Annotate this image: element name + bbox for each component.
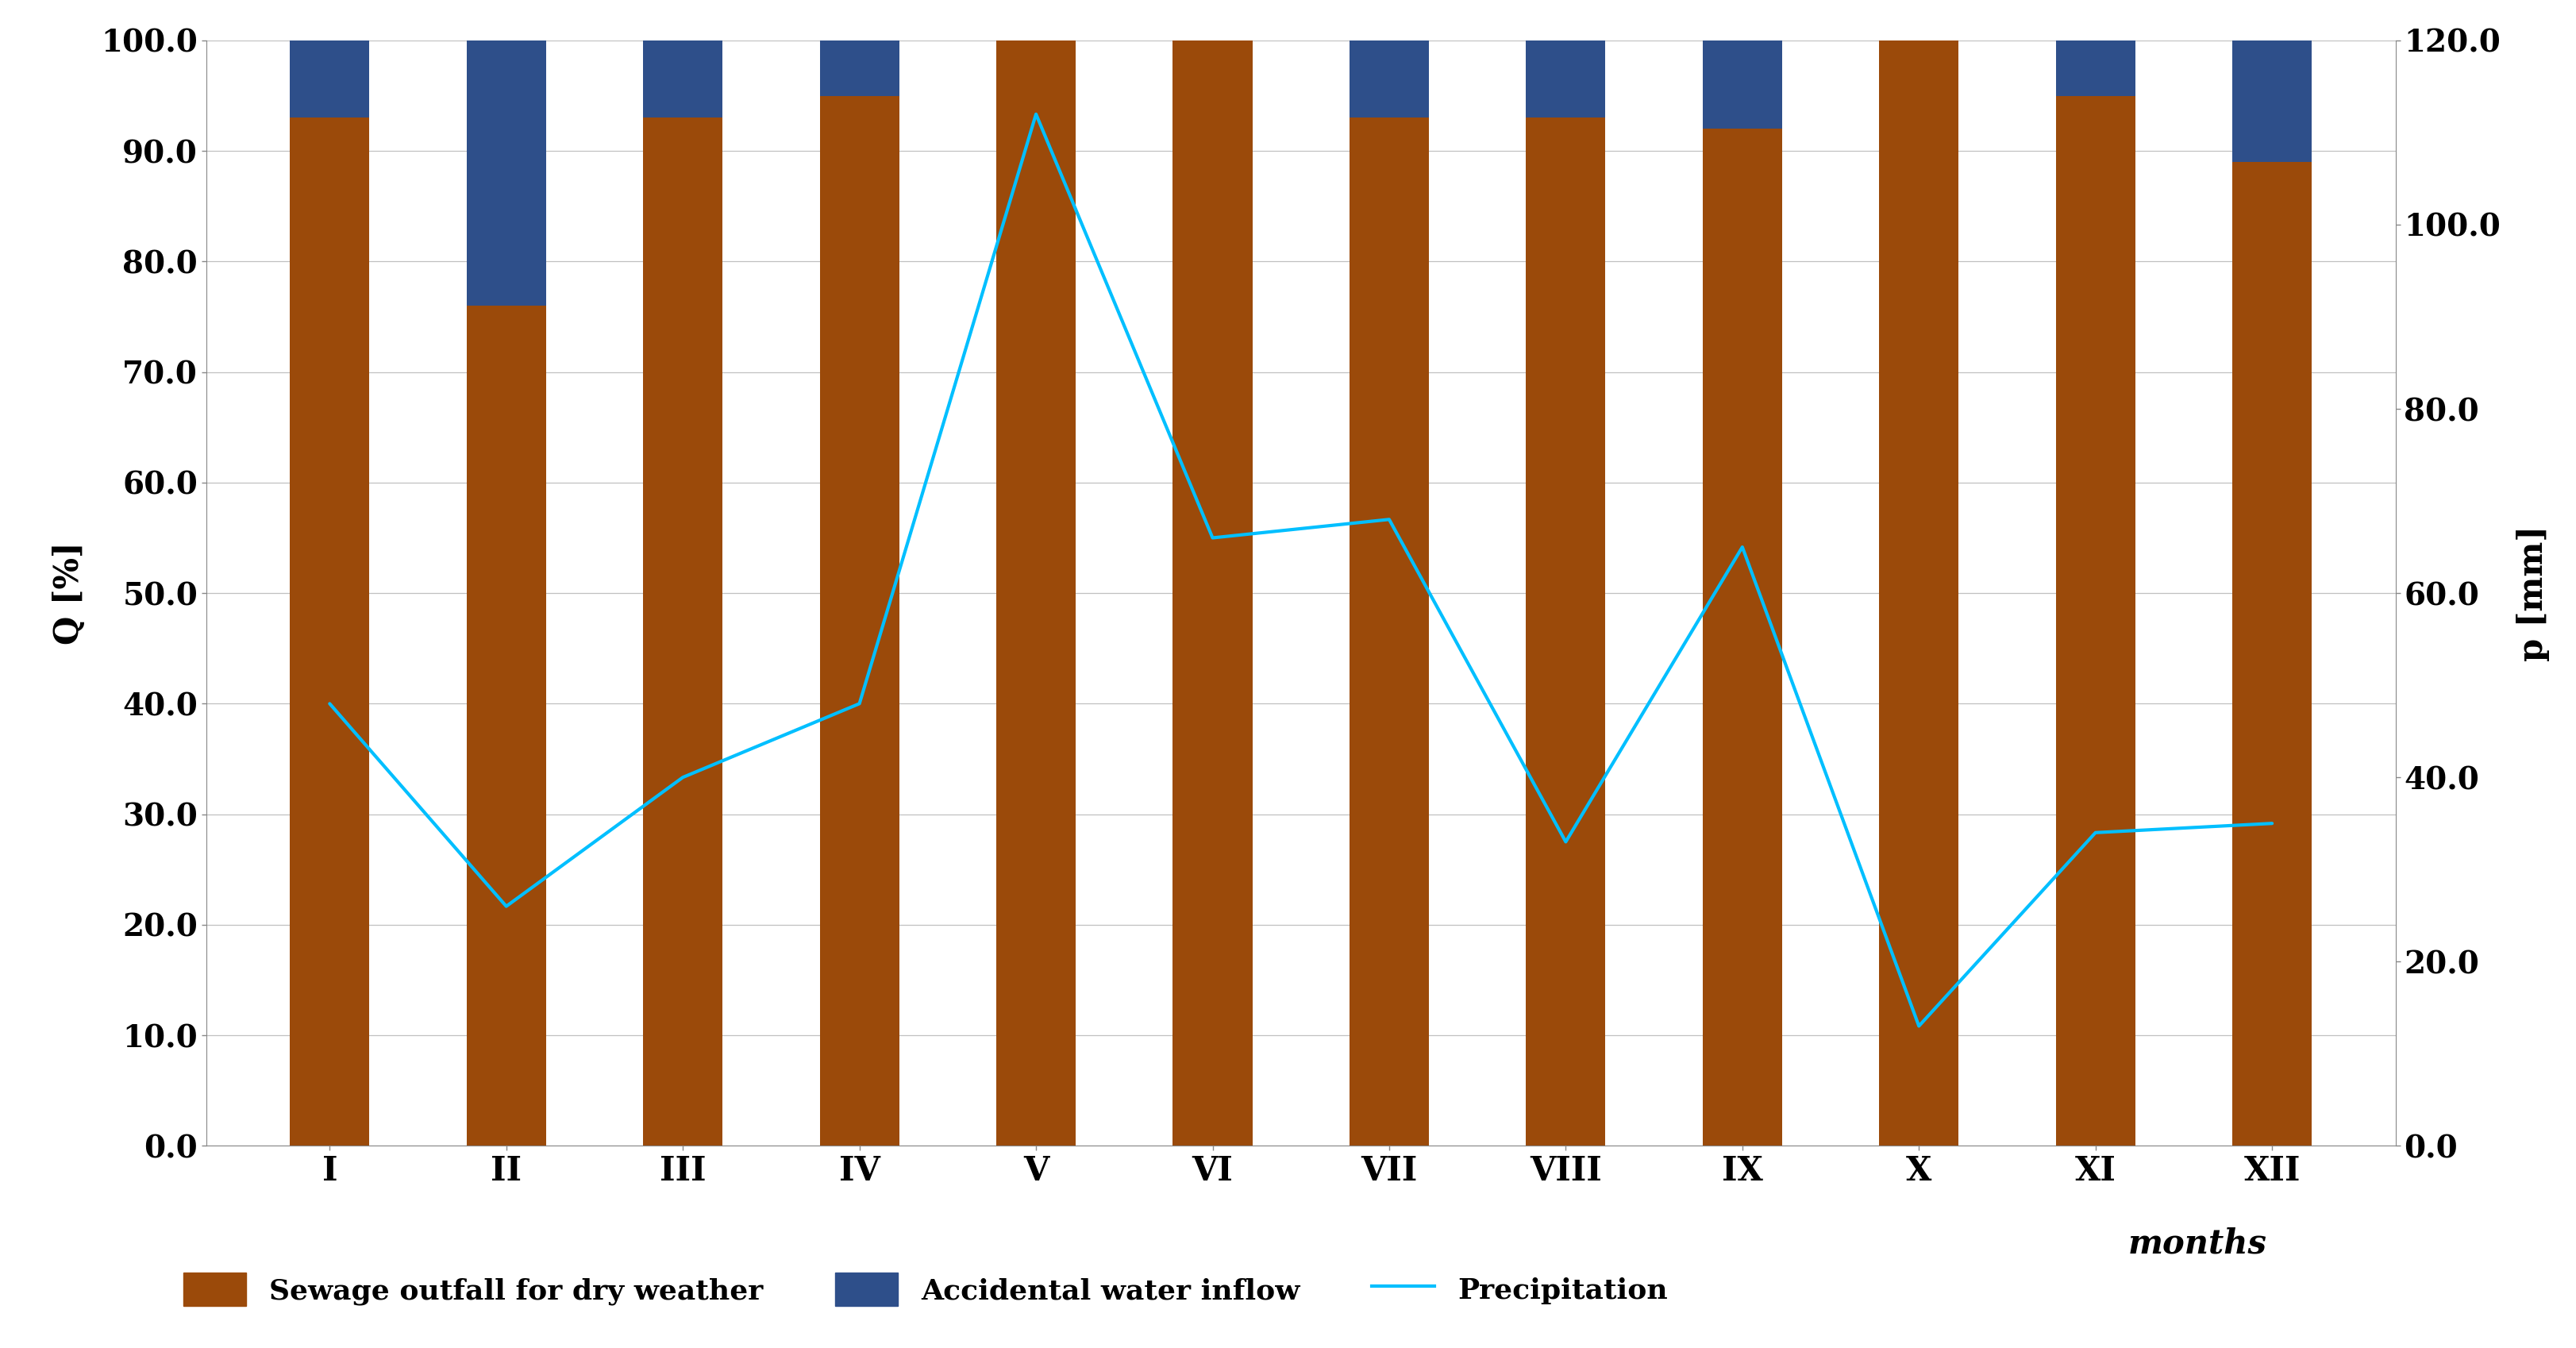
Bar bbox=[1350, 117, 1430, 1146]
Bar bbox=[466, 40, 546, 306]
Bar bbox=[1703, 40, 1783, 129]
Bar bbox=[2056, 40, 2136, 96]
Bar bbox=[2233, 162, 2311, 1146]
Bar bbox=[997, 40, 1077, 1146]
Bar bbox=[466, 306, 546, 1146]
Bar bbox=[644, 40, 724, 117]
Bar bbox=[1525, 40, 1605, 117]
Bar bbox=[819, 96, 899, 1146]
Bar bbox=[1172, 40, 1252, 1146]
Bar bbox=[1525, 117, 1605, 1146]
Bar bbox=[1703, 129, 1783, 1146]
Y-axis label: Q [%]: Q [%] bbox=[52, 542, 85, 644]
Bar bbox=[1350, 40, 1430, 117]
Bar bbox=[1878, 40, 1958, 1146]
Bar bbox=[644, 117, 724, 1146]
Bar bbox=[819, 40, 899, 96]
Y-axis label: p [mm]: p [mm] bbox=[2517, 526, 2550, 661]
Text: months: months bbox=[2128, 1227, 2267, 1260]
Legend: Sewage outfall for dry weather, Accidental water inflow, Precipitation: Sewage outfall for dry weather, Accident… bbox=[170, 1259, 1682, 1320]
Bar bbox=[2056, 96, 2136, 1146]
Bar bbox=[2233, 40, 2311, 162]
Bar bbox=[291, 117, 368, 1146]
Bar bbox=[291, 40, 368, 117]
